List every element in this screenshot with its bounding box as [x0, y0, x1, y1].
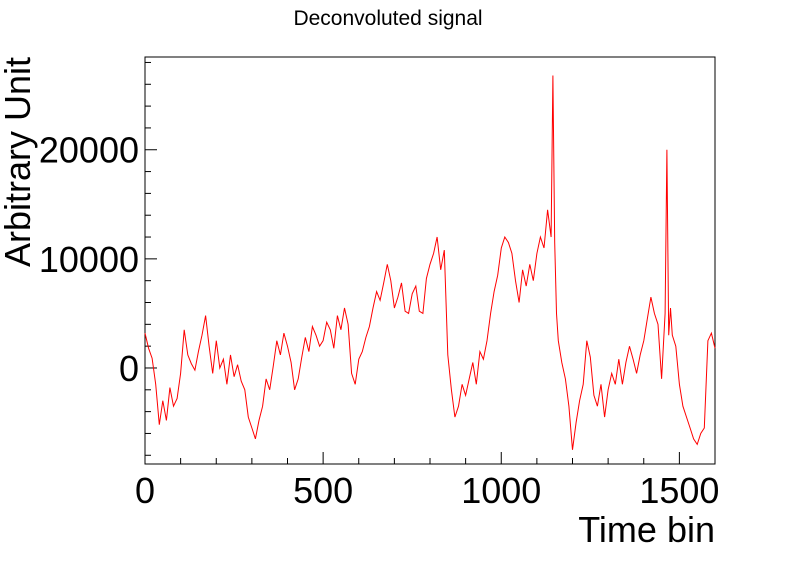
y-tick-label: 0 [119, 348, 139, 389]
x-tick-label: 0 [135, 470, 155, 511]
signal-line [144, 75, 716, 450]
x-tick-label: 500 [293, 470, 353, 511]
x-axis-label: Time bin [578, 509, 715, 550]
plot-frame [144, 56, 716, 465]
y-tick-label: 10000 [39, 239, 139, 280]
axis-ticks [144, 61, 716, 464]
tick-labels: 0 500 1000 1500 0 10000 20000 [39, 130, 720, 511]
chart-title: Deconvoluted signal [293, 7, 482, 30]
y-tick-label: 20000 [39, 130, 139, 171]
y-axis-label: Arbitrary Unit [0, 57, 38, 267]
x-tick-label: 1500 [639, 470, 719, 511]
x-tick-label: 1000 [461, 470, 541, 511]
